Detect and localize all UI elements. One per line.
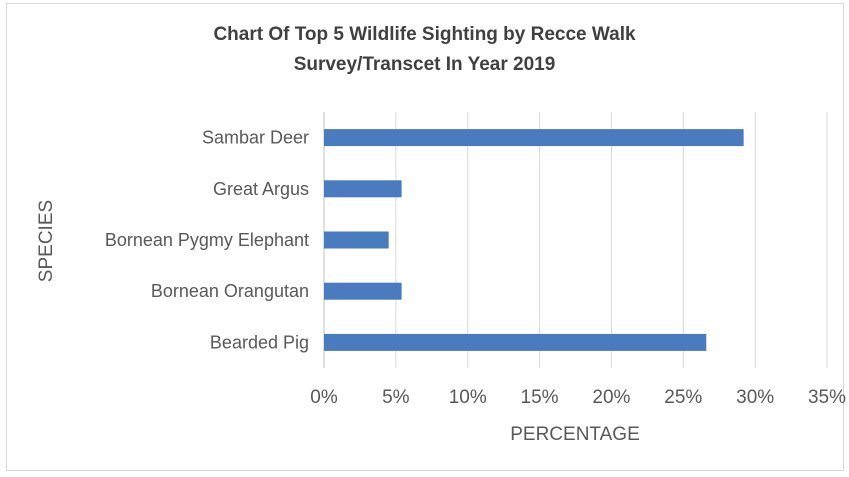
chart-frame [6,3,844,471]
bar [324,180,402,198]
category-label: Bornean Orangutan [151,281,309,301]
x-tick-label: 20% [592,387,630,408]
category-label: Great Argus [213,179,309,199]
x-tick-label: 5% [382,387,410,408]
bar [324,333,707,351]
x-tick-label: 15% [521,387,559,408]
category-label: Bornean Pygmy Elephant [105,230,309,250]
x-tick-label: 25% [664,387,702,408]
x-tick-label: 30% [736,387,774,408]
x-tick-label: 35% [808,387,846,408]
gridlines [323,112,828,368]
x-axis-label: PERCENTAGE [510,424,640,445]
category-labels: Sambar Deer Great Argus Bornean Pygmy Elep… [105,128,309,353]
chart-title-line-1: Chart Of Top 5 Wildlife Sighting by Recc… [213,24,636,45]
bar [324,231,389,249]
category-label: Sambar Deer [202,128,309,148]
y-axis-label: SPECIES [36,200,57,282]
x-tick-label: 10% [449,387,487,408]
bars [324,129,744,351]
x-tick-label: 0% [310,387,338,408]
bar [324,282,402,300]
category-label: Bearded Pig [210,332,309,352]
chart-title-line-2: Survey/Transcet In Year 2019 [293,54,556,75]
bar [324,129,744,147]
chart-title: Chart Of Top 5 Wildlife Sighting by Recc… [0,20,849,80]
x-tick-labels: 0% 5% 10% 15% 20% 25% 30% 35% [310,387,846,408]
